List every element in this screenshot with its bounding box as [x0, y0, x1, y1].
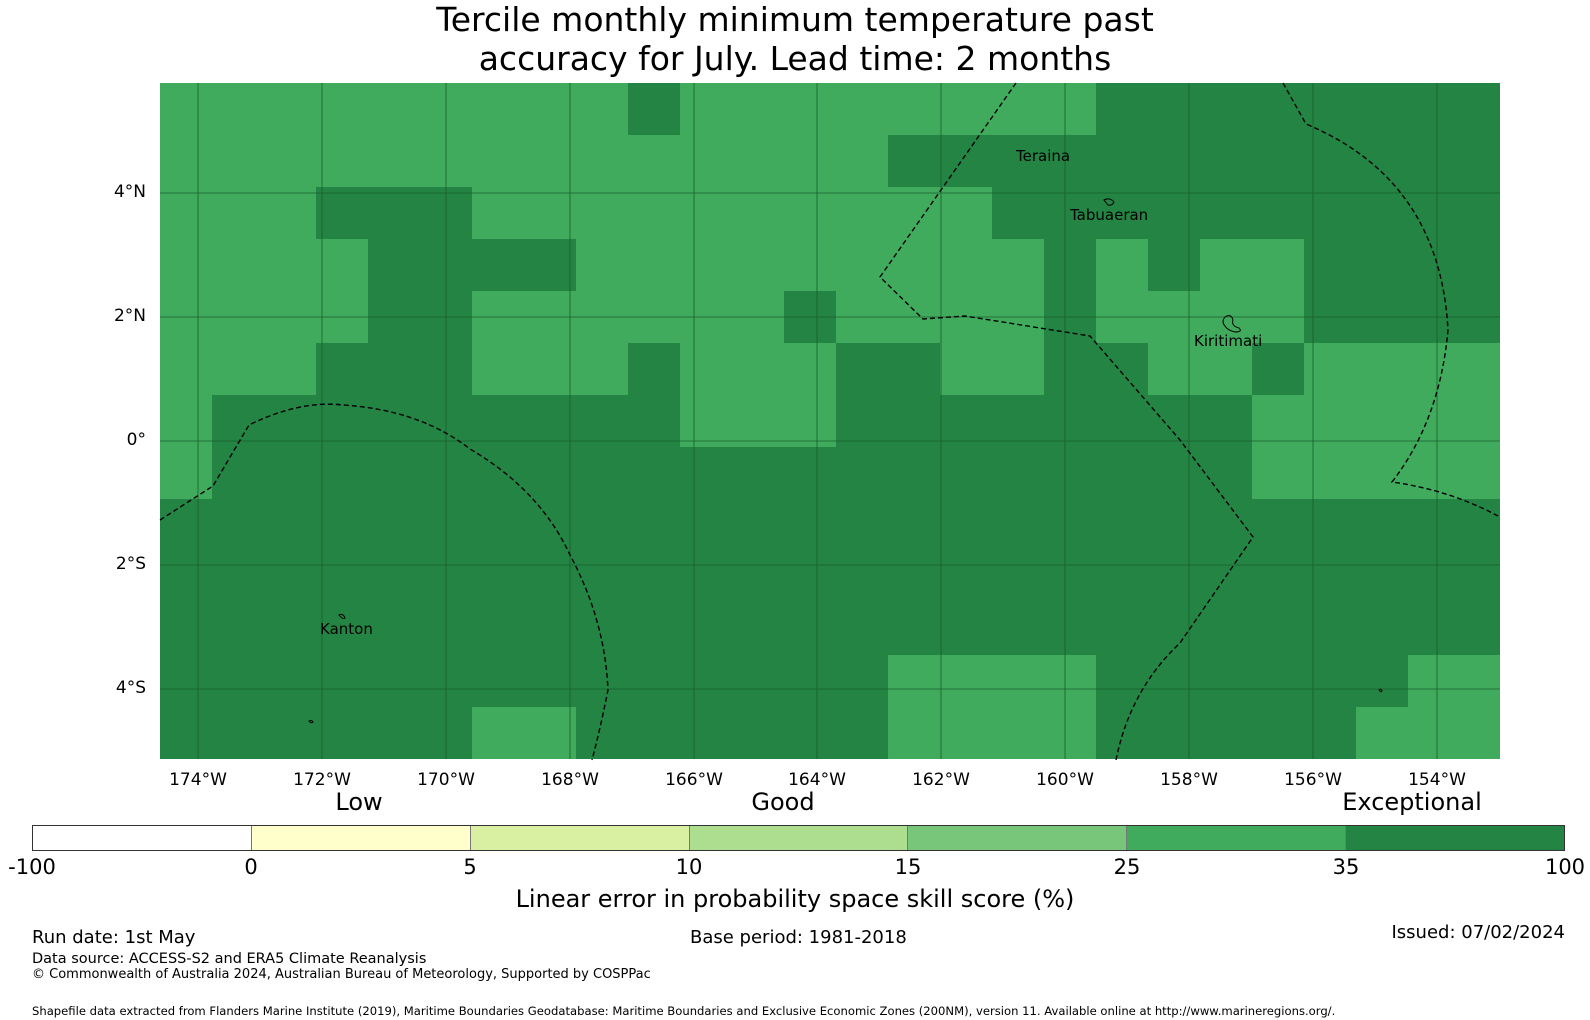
skill-cell-13	[524, 343, 628, 395]
island-small-2	[1378, 688, 1383, 693]
colorbar-segment-5	[1127, 826, 1347, 850]
lat-label-2: 0°	[126, 430, 146, 450]
title-line-1: Tercile monthly minimum temperature past	[436, 0, 1154, 39]
category-good: Good	[751, 788, 815, 816]
category-low: Low	[335, 788, 383, 816]
lon-label-2: 170°W	[417, 770, 475, 790]
colorbar-tick-4: 15	[894, 855, 922, 879]
colorbar-segment-3	[689, 826, 909, 850]
island-small-1	[308, 720, 314, 724]
copyright: © Commonwealth of Australia 2024, Austra…	[32, 967, 651, 982]
island-kanton	[338, 613, 346, 620]
place-kiritimati: Kiritimati	[1194, 332, 1263, 350]
colorbar-segment-4	[908, 826, 1128, 850]
lon-label-5: 164°W	[788, 770, 846, 790]
colorbar-tick-5: 25	[1113, 855, 1141, 879]
issued-date: Issued: 07/02/2024	[1391, 922, 1565, 943]
map-gridlines	[160, 83, 1500, 759]
category-exceptional: Exceptional	[1342, 788, 1482, 816]
skill-cell-15	[940, 707, 1096, 759]
skill-cell-23	[212, 239, 368, 343]
lon-label-7: 160°W	[1036, 770, 1094, 790]
colorbar-tick-7: 100	[1544, 855, 1586, 879]
island-outlines	[308, 198, 1383, 724]
skill-cell-10	[680, 343, 836, 447]
colorbar-tick-1: 0	[244, 855, 258, 879]
island-tabuaeran	[1103, 198, 1115, 206]
colorbar	[32, 825, 1565, 851]
colorbar-segment-6	[1346, 826, 1565, 850]
skill-map	[159, 82, 1501, 761]
skill-cell-9	[576, 239, 784, 343]
eez-boundaries	[159, 82, 1501, 761]
lon-label-8: 158°W	[1160, 770, 1218, 790]
lon-label-10: 154°W	[1408, 770, 1466, 790]
title-line-2: accuracy for July. Lead time: 2 months	[478, 39, 1112, 78]
lon-label-3: 168°W	[541, 770, 599, 790]
colorbar-segment-1	[251, 826, 471, 850]
chart-title: Tercile monthly minimum temperature past…	[0, 0, 1590, 78]
colorbar-tick-3: 10	[675, 855, 703, 879]
place-teraina: Teraina	[1016, 147, 1071, 165]
place-kanton: Kanton	[320, 620, 373, 638]
island-kiritimati	[1222, 315, 1241, 333]
lon-label-1: 172°W	[293, 770, 351, 790]
run-date: Run date: 1st May	[32, 927, 196, 948]
skill-cell-27	[1356, 707, 1460, 759]
colorbar-title: Linear error in probability space skill …	[515, 885, 1075, 913]
skill-cell-5	[836, 83, 992, 135]
lat-label-3: 2°S	[115, 554, 146, 574]
lon-label-6: 162°W	[912, 770, 970, 790]
lon-label-0: 174°W	[169, 770, 227, 790]
skill-cell-22	[1460, 395, 1500, 499]
eez-boundary-north	[879, 82, 1254, 761]
shapefile-credit: Shapefile data extracted from Flanders M…	[32, 1004, 1336, 1018]
lat-label-1: 2°N	[113, 306, 146, 326]
eez-boundary-kiritimati	[1282, 82, 1501, 518]
skill-cells	[160, 83, 1500, 759]
colorbar-tick-2: 5	[463, 855, 477, 879]
skill-cell-6	[992, 83, 1096, 135]
eez-boundary-kanton	[159, 403, 609, 761]
lon-label-9: 156°W	[1284, 770, 1342, 790]
colorbar-tick-6: 35	[1332, 855, 1360, 879]
skill-cell-19	[1096, 239, 1148, 343]
colorbar-tick-0: -100	[8, 855, 56, 879]
skill-cell-16	[472, 707, 576, 759]
skill-cell-7	[160, 395, 212, 499]
lat-label-0: 4°N	[113, 182, 146, 202]
data-source: Data source: ACCESS-S2 and ERA5 Climate …	[32, 951, 427, 967]
lon-label-4: 166°W	[665, 770, 723, 790]
place-tabuaeran: Tabuaeran	[1070, 206, 1149, 224]
colorbar-segment-0	[33, 826, 252, 850]
base-period: Base period: 1981-2018	[690, 927, 907, 948]
lat-label-4: 4°S	[115, 678, 146, 698]
colorbar-segment-2	[470, 826, 690, 850]
skill-cell-18	[1148, 291, 1252, 395]
